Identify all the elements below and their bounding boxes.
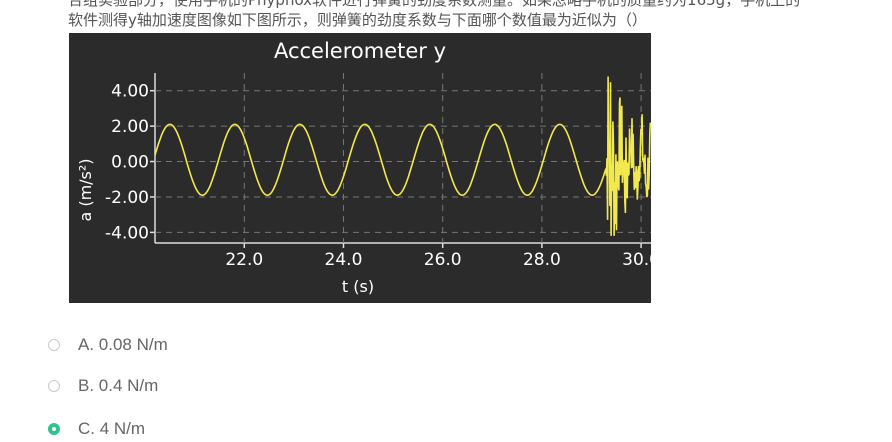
option-c[interactable]: C. 4 N/m xyxy=(48,416,348,442)
accelerometer-chart: Accelerometer y a (m/s²) t (s) 4.00 2.00 0… xyxy=(69,33,651,303)
y-tick-label: 2.00 xyxy=(111,117,149,137)
option-b[interactable]: B. 0.4 N/m xyxy=(48,373,348,399)
option-b-label: B. 0.4 N/m xyxy=(78,376,159,395)
x-tick-label: 24.0 xyxy=(325,250,363,270)
question-text-line1: 合组实验部分，使用手机的Phyphox软件进行弹簧的劲度系数测量。如果忽略手机的… xyxy=(68,0,801,9)
question-text-line2: 软件测得y轴加速度图像如下图所示，则弹簧的劲度系数与下面哪个数值最为近似为（） xyxy=(68,11,647,29)
x-tick-label: 26.0 xyxy=(424,250,462,270)
y-tick-label: 0.00 xyxy=(111,153,149,173)
chart-x-axis-label: t (s) xyxy=(342,277,374,296)
option-a-radio[interactable] xyxy=(48,339,60,351)
y-tick-label: -2.00 xyxy=(105,188,149,208)
x-tick-label: 28.0 xyxy=(523,250,561,270)
chart-title: Accelerometer y xyxy=(274,39,446,63)
chart-svg: Accelerometer y a (m/s²) t (s) 4.00 2.00 0… xyxy=(76,39,651,296)
series-line xyxy=(154,76,651,236)
y-tick-label: 4.00 xyxy=(111,82,149,102)
option-a-label: A. 0.08 N/m xyxy=(78,335,168,354)
x-tick-label: 22.0 xyxy=(225,250,263,270)
chart-y-axis-label: a (m/s²) xyxy=(76,158,95,221)
option-c-radio[interactable] xyxy=(48,423,60,435)
x-tick-label: 30.0 xyxy=(622,250,651,270)
option-b-radio[interactable] xyxy=(48,380,60,392)
y-tick-label: -4.00 xyxy=(105,223,149,243)
option-a[interactable]: A. 0.08 N/m xyxy=(48,332,348,358)
option-c-label: C. 4 N/m xyxy=(78,419,146,438)
